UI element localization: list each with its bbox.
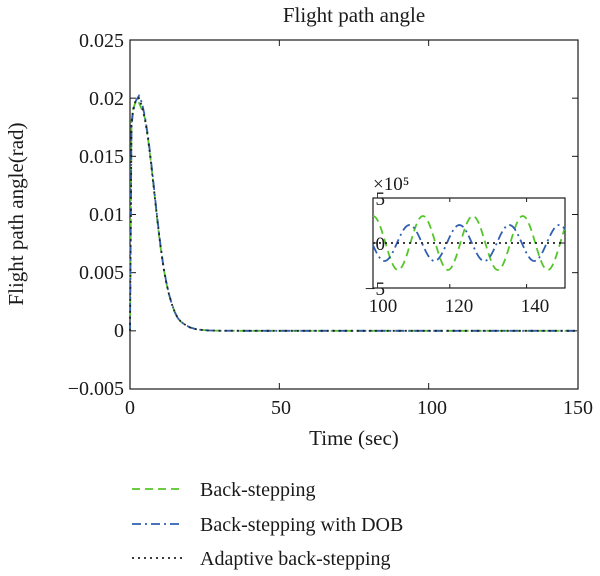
inset-x-tick-label: 120 bbox=[445, 296, 474, 317]
y-axis-title: Flight path angle(rad) bbox=[4, 122, 28, 305]
x-tick-label: 0 bbox=[125, 397, 135, 419]
y-tick-label: 0.015 bbox=[79, 146, 124, 168]
y-tick-label: −0.005 bbox=[68, 378, 124, 400]
inset-chart: ×10⁵ 5 0 −5 100 120 140 bbox=[365, 174, 566, 317]
inset-y-tick-label: 0 bbox=[376, 234, 386, 255]
inset-series-line-back-stepping-with-dob bbox=[372, 224, 566, 262]
x-tick-label: 100 bbox=[417, 397, 447, 419]
y-tick-label: 0.02 bbox=[89, 88, 124, 110]
inset-scale-label: ×10⁵ bbox=[373, 174, 409, 195]
main-axis-ticks bbox=[129, 39, 579, 390]
inset-series-line-back-stepping bbox=[372, 215, 566, 271]
y-tick-label: 0 bbox=[114, 320, 124, 342]
y-tick-labels: 0.025 0.02 0.015 0.01 0.005 0 −0.005 bbox=[68, 30, 124, 400]
y-tick-label: 0.01 bbox=[89, 204, 124, 226]
x-tick-labels: 0 50 100 150 bbox=[125, 397, 593, 419]
inset-y-tick-label: 5 bbox=[376, 189, 386, 210]
y-tick-label: 0.025 bbox=[79, 30, 124, 52]
x-axis-title: Time (sec) bbox=[309, 426, 399, 450]
legend-label-back-stepping-dob: Back-stepping with DOB bbox=[200, 514, 403, 536]
y-tick-label: 0.005 bbox=[79, 262, 124, 284]
legend: Back-stepping Back-stepping with DOB Ada… bbox=[132, 479, 403, 570]
legend-label-back-stepping: Back-stepping bbox=[200, 479, 316, 501]
x-tick-label: 50 bbox=[271, 397, 291, 419]
series-line-adaptive-back-stepping bbox=[129, 96, 578, 332]
legend-label-adaptive: Adaptive back-stepping bbox=[200, 548, 391, 570]
inset-x-tick-label: 100 bbox=[369, 296, 398, 317]
chart-title: Flight path angle bbox=[283, 3, 425, 27]
inset-y-tick-label: −5 bbox=[365, 279, 385, 300]
main-series-group bbox=[129, 93, 578, 332]
inset-series-group bbox=[372, 215, 566, 271]
inset-axis-ticks bbox=[372, 197, 565, 289]
x-tick-label: 150 bbox=[563, 397, 593, 419]
inset-x-tick-label: 140 bbox=[521, 296, 550, 317]
